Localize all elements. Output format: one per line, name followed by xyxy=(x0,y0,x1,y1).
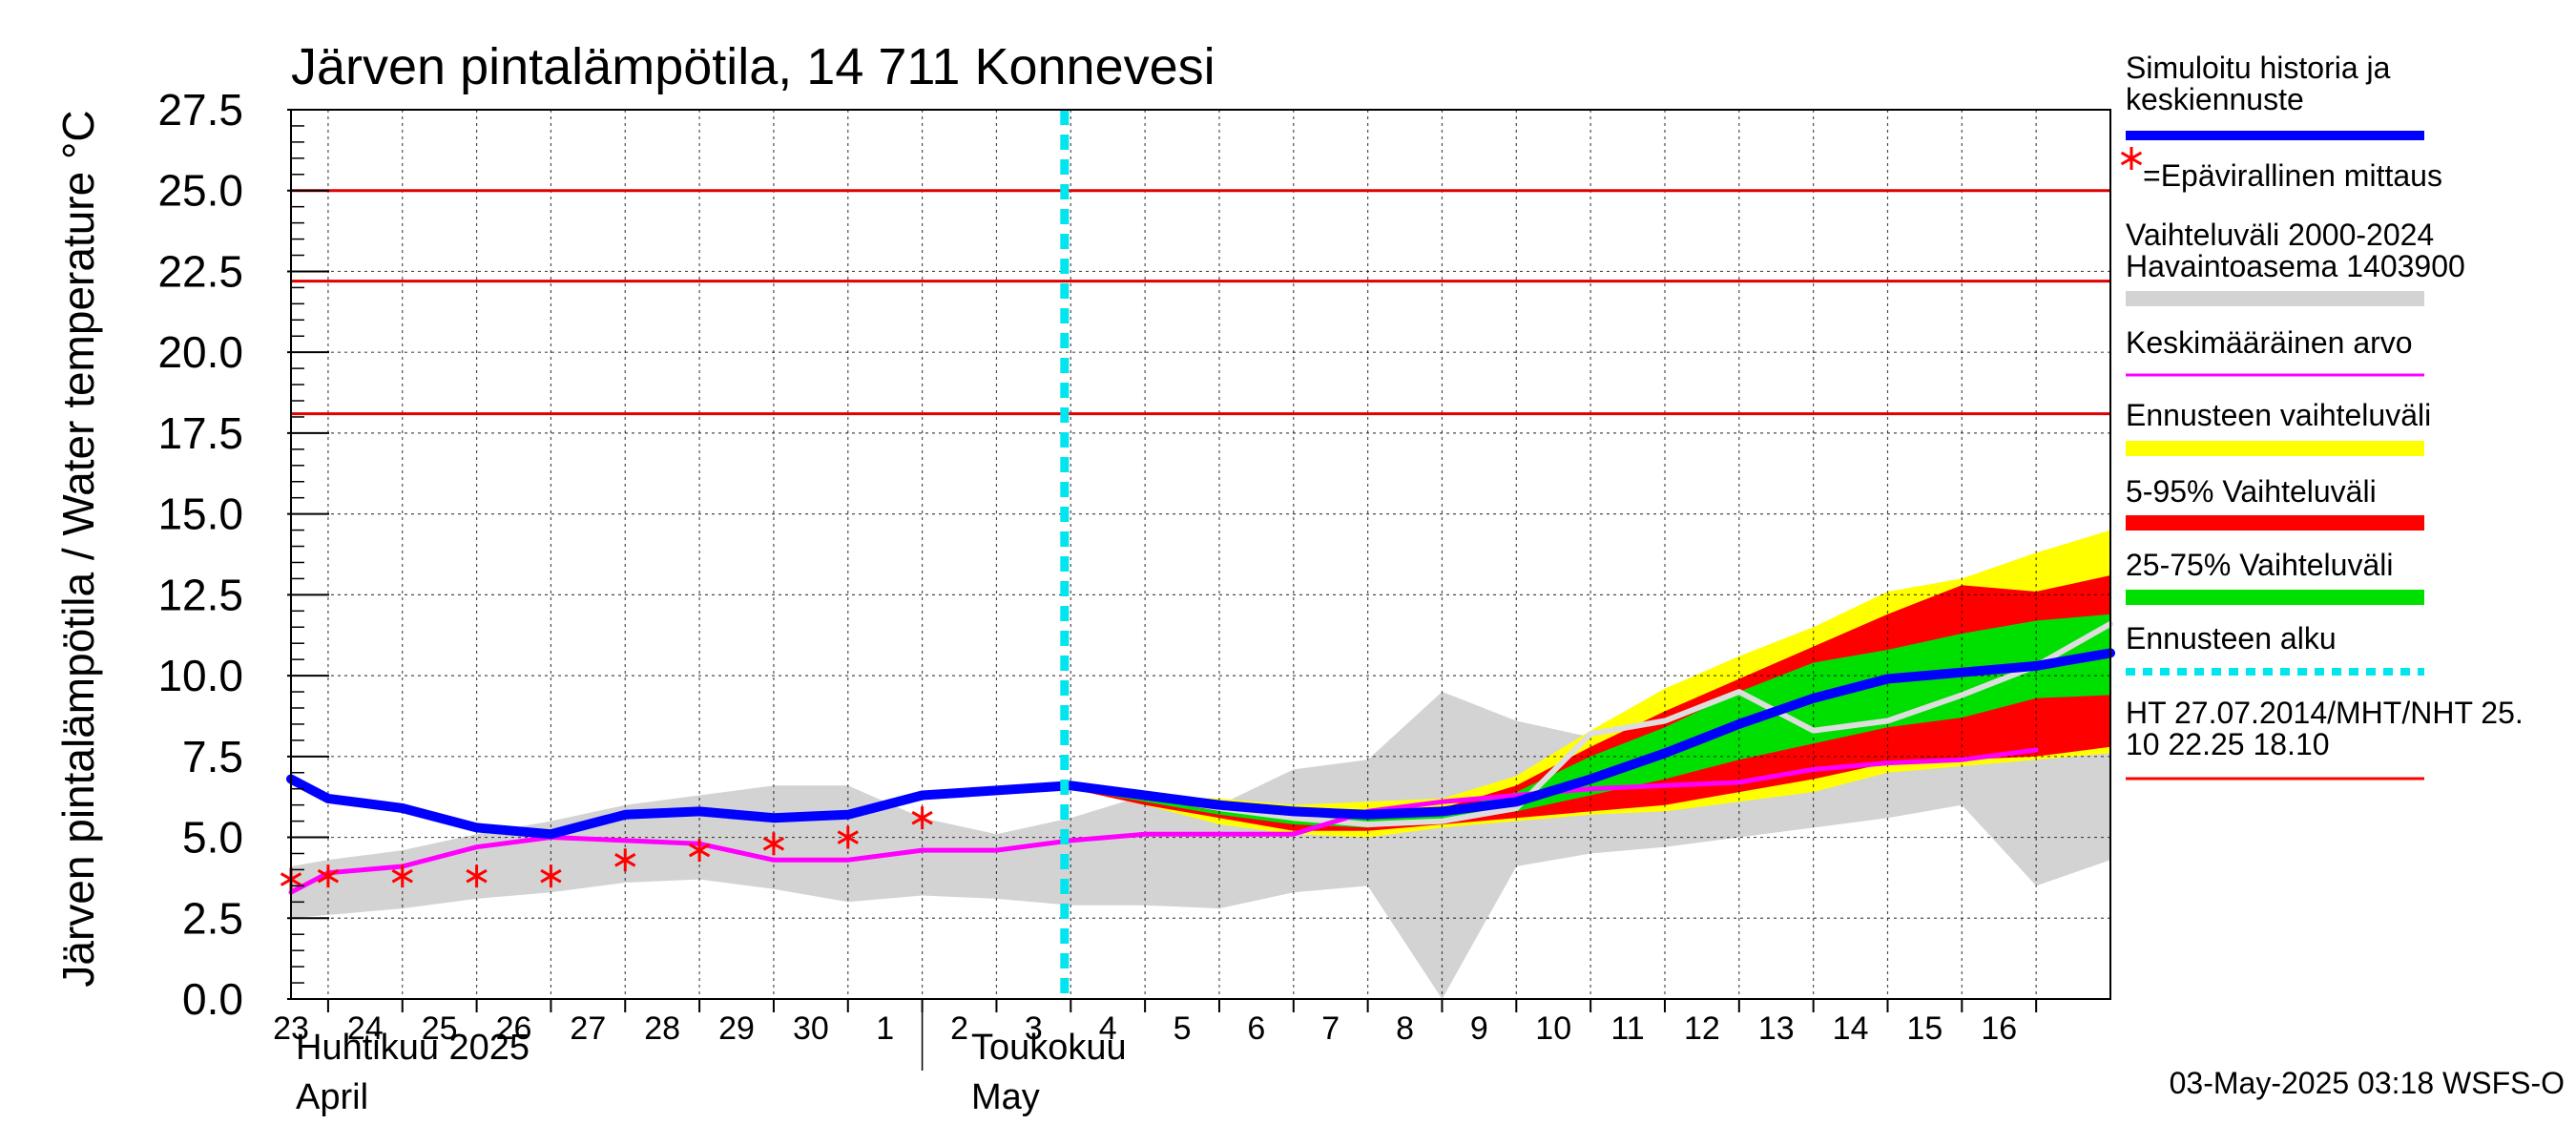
x-tick-label: 1 xyxy=(876,1010,894,1047)
legend-label: Vaihteluväli 2000-2024 xyxy=(2126,218,2434,252)
x-tick-label: 24 xyxy=(347,1010,384,1047)
x-tick-label: 12 xyxy=(1684,1010,1720,1047)
x-tick-label: 7 xyxy=(1321,1010,1340,1047)
legend-item-p595: 5-95% Vaihteluväli xyxy=(2126,474,2424,531)
x-tick-label: 10 xyxy=(1535,1010,1571,1047)
x-tick-label: 14 xyxy=(1833,1010,1869,1047)
legend-label: Ennusteen vaihteluväli xyxy=(2126,398,2431,432)
x-tick-label: 15 xyxy=(1906,1010,1942,1047)
x-tick-label: 4 xyxy=(1099,1010,1117,1047)
legend-label: Havaintoasema 1403900 xyxy=(2126,249,2465,283)
timestamp-footer: 03-May-2025 03:18 WSFS-O xyxy=(2170,1066,2565,1100)
legend-label: 25-75% Vaihteluväli xyxy=(2126,548,2393,582)
observation-point xyxy=(911,806,933,830)
x-tick-label: 26 xyxy=(496,1010,532,1047)
observation-point xyxy=(540,864,562,888)
legend-label: Simuloitu historia ja xyxy=(2126,51,2391,85)
month-label-april-en: April xyxy=(296,1077,368,1117)
observation-point xyxy=(317,864,340,888)
x-tick-label: 27 xyxy=(570,1010,606,1047)
x-tick-label: 30 xyxy=(793,1010,829,1047)
y-tick-label: 10.0 xyxy=(157,651,243,700)
y-tick-label: 25.0 xyxy=(157,166,243,216)
observation-point xyxy=(614,848,636,872)
y-tick-label: 12.5 xyxy=(157,570,243,619)
x-tick-label: 23 xyxy=(273,1010,309,1047)
y-tick-label: 27.5 xyxy=(157,85,243,135)
simulated-forecast-line xyxy=(286,648,2115,840)
legend-label: HT 27.07.2014/MHT/NHT 25. xyxy=(2126,696,2524,730)
y-tick-label: 22.5 xyxy=(157,246,243,296)
x-tick-label: 28 xyxy=(644,1010,680,1047)
month-label-may-en: May xyxy=(971,1077,1040,1117)
month-label-may-fi: Toukokuu xyxy=(971,1028,1127,1068)
y-tick-label: 15.0 xyxy=(157,489,243,539)
legend-item-obs: =Epävirallinen mittaus xyxy=(2120,147,2442,193)
legend-label: 5-95% Vaihteluväli xyxy=(2126,474,2377,509)
legend-label: keskiennuste xyxy=(2126,82,2304,116)
y-tick-label: 20.0 xyxy=(157,327,243,377)
x-tick-label: 6 xyxy=(1247,1010,1265,1047)
x-tick-label: 3 xyxy=(1025,1010,1043,1047)
y-tick-label: 7.5 xyxy=(182,732,243,781)
month-label-april-fi: Huhtikuu 2025 xyxy=(296,1028,530,1068)
legend-label: 10 22.25 18.10 xyxy=(2126,727,2330,761)
legend-star-symbol xyxy=(2120,147,2143,170)
x-tick-label: 2 xyxy=(950,1010,968,1047)
x-tick-label: 9 xyxy=(1470,1010,1488,1047)
legend-item-mean: Keskimääräinen arvo xyxy=(2126,325,2424,377)
legend-item-start: Ennusteen alku xyxy=(2126,621,2424,676)
y-tick-label: 5.0 xyxy=(182,813,243,863)
plot-frame xyxy=(290,109,2111,1000)
p25-75-band xyxy=(1070,614,2110,828)
y-tick-label: 2.5 xyxy=(182,893,243,943)
x-tick-label: 29 xyxy=(718,1010,755,1047)
x-tick-label: 5 xyxy=(1174,1010,1192,1047)
series-layer xyxy=(280,110,2115,999)
y-tick-label: 0.0 xyxy=(182,974,243,1024)
x-tick-label: 11 xyxy=(1610,1010,1644,1047)
legend-item-ht: HT 27.07.2014/MHT/NHT 25.10 22.25 18.10 xyxy=(2126,696,2524,781)
observation-point xyxy=(688,839,711,863)
axes-layer: 0.0 2.5 5.0 7.5 10.0 12.5 15.0 17.5 20.0 22.5 25.0… xyxy=(157,85,2111,1117)
legend-item-frange: Ennusteen vaihteluväli xyxy=(2126,398,2431,456)
legend-label: Keskimääräinen arvo xyxy=(2126,325,2413,360)
observation-point xyxy=(466,864,488,888)
observation-point xyxy=(762,832,785,856)
legend-label: =Epävirallinen mittaus xyxy=(2143,158,2442,193)
y-axis-label: Järven pintalämpötila / Water temperatur… xyxy=(53,110,103,987)
legend-label: Ennusteen alku xyxy=(2126,621,2337,656)
observation-point xyxy=(391,864,413,888)
chart-title: Järven pintalämpötila, 14 711 Konnevesi xyxy=(291,38,1215,95)
legend-item-hist: Vaihteluväli 2000-2024 Havaintoasema 140… xyxy=(2126,218,2465,306)
x-tick-label: 16 xyxy=(1981,1010,2017,1047)
legend-item-p2575: 25-75% Vaihteluväli xyxy=(2126,548,2424,605)
x-tick-label: 8 xyxy=(1396,1010,1414,1047)
x-tick-label: 25 xyxy=(422,1010,458,1047)
y-tick-label: 17.5 xyxy=(157,408,243,458)
observation-point xyxy=(837,825,859,849)
x-tick-label: 13 xyxy=(1758,1010,1795,1047)
